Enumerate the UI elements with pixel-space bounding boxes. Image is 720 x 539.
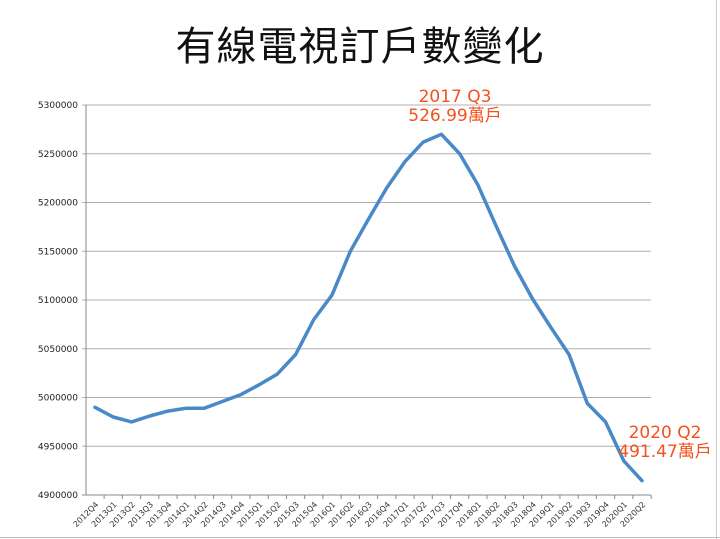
y-tick-label: 5200000	[38, 199, 78, 209]
gridlines	[82, 104, 651, 496]
peak-annotation-period: 2017 Q3	[418, 87, 492, 107]
y-axis: 4900000 4950000 5000000 5050000 5100000 51500…	[38, 101, 87, 501]
latest-annotation-value: 491.47萬戶	[618, 442, 712, 462]
series-line	[93, 132, 644, 483]
chart-title: 有線電視訂戶數變化	[175, 24, 545, 70]
x-axis: 2012Q42013Q12013Q22013Q32013Q42014Q12014…	[72, 495, 652, 529]
y-tick-label: 4950000	[38, 442, 78, 452]
y-tick-label: 5250000	[38, 150, 78, 160]
y-tick-label: 5300000	[38, 101, 78, 111]
y-tick-label: 4900000	[38, 491, 78, 501]
y-tick-label: 5050000	[38, 345, 78, 355]
peak-annotation: 2017 Q3 526.99萬戶	[395, 88, 515, 126]
y-tick-label: 5150000	[38, 247, 78, 257]
slide-right-border	[716, 0, 717, 539]
latest-annotation-period: 2020 Q2	[628, 423, 702, 443]
latest-annotation: 2020 Q2 491.47萬戶	[605, 424, 720, 462]
peak-annotation-value: 526.99萬戶	[408, 106, 502, 126]
slide-bottom-border	[0, 537, 720, 538]
y-tick-label: 5100000	[38, 296, 78, 306]
y-tick-label: 5000000	[38, 394, 78, 404]
